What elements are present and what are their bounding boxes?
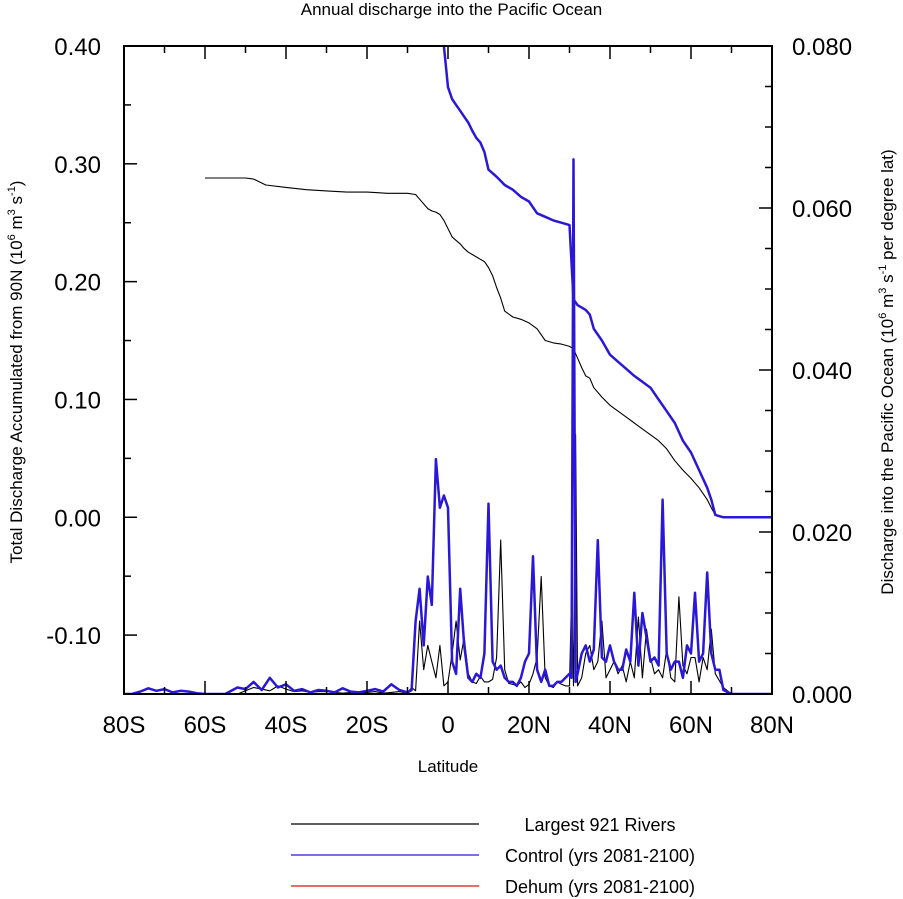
chart-title: Annual discharge into the Pacific Ocean [300,0,603,19]
x-tick-label: 20S [346,712,389,739]
x-tick-label: 40S [265,712,308,739]
series-line-0-left [205,177,772,518]
series-line-1-left [442,46,772,519]
ticks-layer [123,45,773,695]
series-line-4-right [124,158,772,694]
x-tick-label: 80S [103,712,146,739]
series-layer [124,46,772,694]
tick-labels-layer: 80S 60S 40S 20S 0 20N 40N 60N 80N 0.40 0.30 0.20 0.1… [46,34,852,739]
x-tick-label: 60N [669,712,713,739]
x-axis-title: Latitude [418,757,479,776]
y-right-tick-label: 0.080 [792,34,852,61]
x-tick-label: 20N [507,712,551,739]
y-left-tick-label: 0.40 [54,34,101,61]
y-left-tick-label: 0.20 [54,270,101,297]
x-tick-label: 60S [184,712,227,739]
y-right-tick-label: 0.060 [792,196,852,223]
y-left-tick-label: 0.00 [54,505,101,532]
y-left-tick-label: 0.30 [54,152,101,179]
plot-frame [123,45,773,695]
y-right-tick-label: 0.040 [792,358,852,385]
legend-label: Control (yrs 2081-2100) [505,846,695,866]
y-left-tick-label: -0.10 [46,623,101,650]
x-tick-label: 80N [750,712,794,739]
y-right-tick-label: 0.000 [792,682,852,709]
x-tick-label: 0 [441,712,454,739]
series-line-3-right [124,434,772,694]
legend: Largest 921 Rivers Control (yrs 2081-2100… [291,815,695,897]
legend-label: Dehum (yrs 2081-2100) [505,877,695,897]
legend-label: Largest 921 Rivers [524,815,675,835]
x-tick-label: 40N [588,712,632,739]
y-axis-left-title: Total Discharge Accumulated from 90N (10… [6,181,26,564]
y-left-tick-label: 0.10 [54,387,101,414]
y-axis-right-title: Discharge into the Pacific Ocean (106 m3… [877,149,897,594]
y-right-tick-label: 0.020 [792,520,852,547]
